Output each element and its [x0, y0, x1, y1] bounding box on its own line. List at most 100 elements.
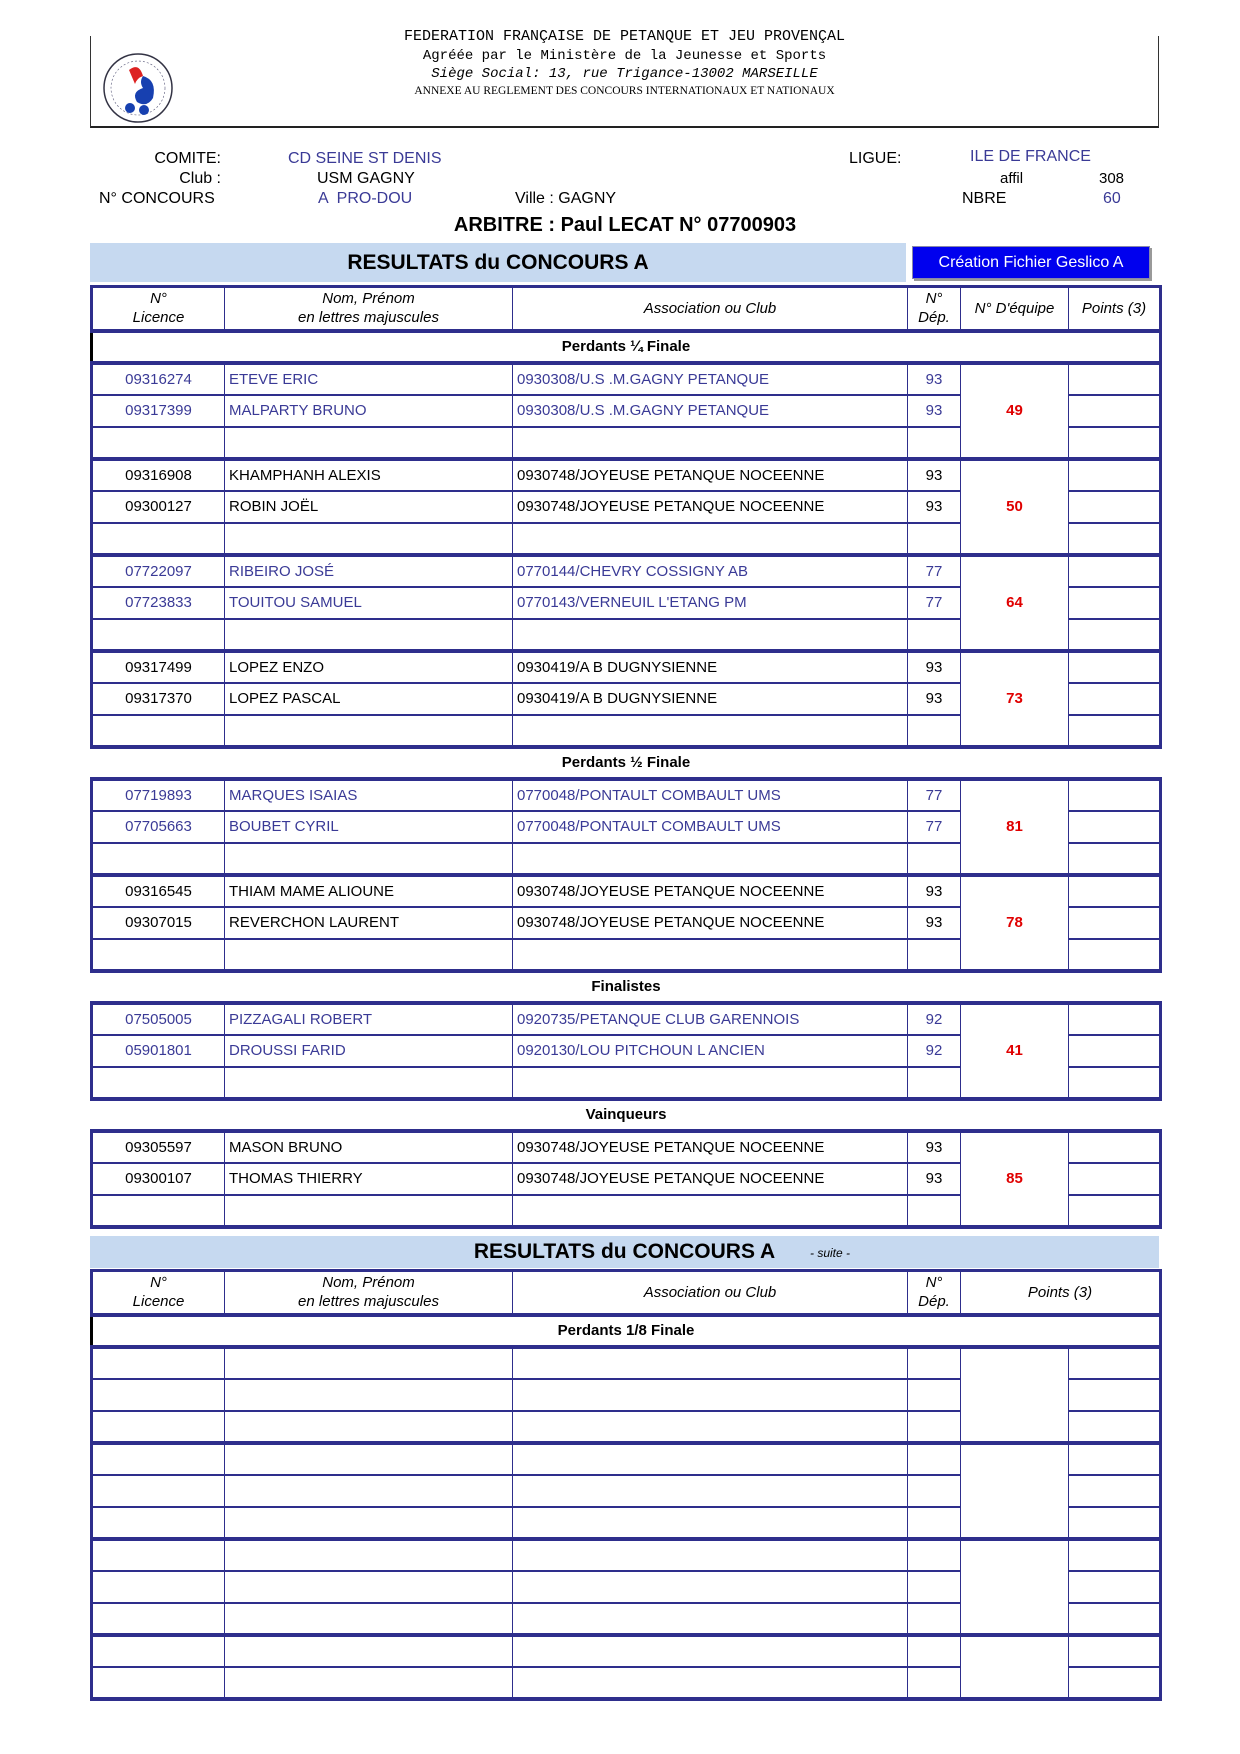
licence-cell[interactable]: 07505005 [90, 1000, 225, 1036]
team-number-cell[interactable] [960, 1440, 1069, 1541]
dept-cell[interactable]: 77 [907, 776, 961, 812]
name-cell[interactable] [224, 841, 513, 877]
dept-cell[interactable]: 93 [907, 456, 961, 492]
team-number-cell[interactable]: 41 [960, 1000, 1069, 1101]
club-cell[interactable] [512, 521, 908, 557]
points-cell[interactable] [1068, 489, 1162, 524]
name-cell[interactable]: THIAM MAME ALIOUNE [224, 872, 513, 908]
points-cell[interactable] [1067, 1569, 1163, 1604]
points-cell[interactable] [1068, 1128, 1162, 1164]
dept-cell[interactable] [907, 1601, 961, 1637]
club-cell[interactable]: 0930748/JOYEUSE PETANQUE NOCEENNE [512, 489, 908, 524]
club-cell[interactable]: 0770143/VERNEUIL L'ETANG PM [512, 585, 908, 620]
club-cell[interactable]: 0770144/CHEVRY COSSIGNY AB [512, 552, 908, 588]
team-number-cell[interactable] [960, 1344, 1069, 1445]
team-number-cell[interactable]: 85 [960, 1128, 1069, 1229]
dept-cell[interactable] [907, 1505, 961, 1541]
licence-cell[interactable]: 07722097 [90, 552, 225, 588]
club-cell[interactable] [512, 1632, 908, 1668]
points-cell[interactable] [1068, 585, 1162, 620]
licence-cell[interactable] [90, 1377, 225, 1412]
name-cell[interactable] [224, 937, 513, 973]
name-cell[interactable]: MASON BRUNO [224, 1128, 513, 1164]
points-cell[interactable] [1067, 1665, 1163, 1701]
points-cell[interactable] [1067, 1505, 1163, 1541]
points-cell[interactable] [1068, 681, 1162, 716]
licence-cell[interactable] [90, 1505, 225, 1541]
club-cell[interactable] [512, 1193, 908, 1229]
dept-cell[interactable] [907, 1065, 961, 1101]
licence-cell[interactable]: 09300127 [90, 489, 225, 524]
club-cell[interactable]: 0930748/JOYEUSE PETANQUE NOCEENNE [512, 905, 908, 940]
club-cell[interactable]: 0930419/A B DUGNYSIENNE [512, 681, 908, 716]
team-number-cell[interactable]: 64 [960, 552, 1069, 653]
licence-cell[interactable] [90, 1344, 225, 1380]
name-cell[interactable] [224, 1065, 513, 1101]
points-cell[interactable] [1068, 872, 1162, 908]
team-number-cell[interactable]: 50 [960, 456, 1069, 557]
points-cell[interactable] [1068, 521, 1162, 557]
club-cell[interactable] [512, 1505, 908, 1541]
points-cell[interactable] [1067, 1440, 1163, 1476]
club-cell[interactable] [512, 425, 908, 461]
dept-cell[interactable] [907, 1377, 961, 1412]
name-cell[interactable] [224, 1377, 513, 1412]
name-cell[interactable]: MALPARTY BRUNO [224, 393, 513, 428]
name-cell[interactable]: LOPEZ ENZO [224, 648, 513, 684]
club-cell[interactable]: 0770048/PONTAULT COMBAULT UMS [512, 809, 908, 844]
licence-cell[interactable]: 09316545 [90, 872, 225, 908]
name-cell[interactable]: KHAMPHANH ALEXIS [224, 456, 513, 492]
dept-cell[interactable]: 93 [907, 1128, 961, 1164]
club-cell[interactable]: 0930748/JOYEUSE PETANQUE NOCEENNE [512, 872, 908, 908]
dept-cell[interactable]: 92 [907, 1033, 961, 1068]
dept-cell[interactable] [907, 1473, 961, 1508]
points-cell[interactable] [1068, 456, 1162, 492]
licence-cell[interactable] [90, 1065, 225, 1101]
licence-cell[interactable]: 05901801 [90, 1033, 225, 1068]
club-cell[interactable] [512, 1344, 908, 1380]
dept-cell[interactable] [907, 713, 961, 749]
points-cell[interactable] [1068, 1161, 1162, 1196]
club-cell[interactable] [512, 617, 908, 653]
dept-cell[interactable]: 93 [907, 360, 961, 396]
name-cell[interactable]: BOUBET CYRIL [224, 809, 513, 844]
licence-cell[interactable]: 09316908 [90, 456, 225, 492]
name-cell[interactable] [224, 713, 513, 749]
name-cell[interactable] [224, 1665, 513, 1701]
licence-cell[interactable] [90, 1536, 225, 1572]
club-cell[interactable] [512, 1377, 908, 1412]
dept-cell[interactable] [907, 1632, 961, 1668]
points-cell[interactable] [1068, 393, 1162, 428]
club-cell[interactable]: 0930308/U.S .M.GAGNY PETANQUE [512, 360, 908, 396]
licence-cell[interactable] [90, 1569, 225, 1604]
club-cell[interactable]: 0920735/PETANQUE CLUB GARENNOIS [512, 1000, 908, 1036]
name-cell[interactable]: LOPEZ PASCAL [224, 681, 513, 716]
dept-cell[interactable]: 93 [907, 489, 961, 524]
licence-cell[interactable]: 07723833 [90, 585, 225, 620]
name-cell[interactable] [224, 1409, 513, 1445]
dept-cell[interactable] [907, 1440, 961, 1476]
licence-cell[interactable] [90, 1473, 225, 1508]
create-geslico-file-button[interactable]: Création Fichier Geslico A [912, 246, 1150, 279]
name-cell[interactable] [224, 1536, 513, 1572]
club-cell[interactable]: 0930748/JOYEUSE PETANQUE NOCEENNE [512, 1161, 908, 1196]
licence-cell[interactable]: 07719893 [90, 776, 225, 812]
points-cell[interactable] [1067, 1377, 1163, 1412]
club-cell[interactable] [512, 1409, 908, 1445]
dept-cell[interactable]: 93 [907, 648, 961, 684]
name-cell[interactable]: RIBEIRO JOSÉ [224, 552, 513, 588]
points-cell[interactable] [1068, 648, 1162, 684]
dept-cell[interactable] [907, 1569, 961, 1604]
points-cell[interactable] [1068, 1065, 1162, 1101]
dept-cell[interactable]: 93 [907, 393, 961, 428]
club-cell[interactable]: 0920130/LOU PITCHOUN L ANCIEN [512, 1033, 908, 1068]
dept-cell[interactable] [907, 521, 961, 557]
licence-cell[interactable]: 09317399 [90, 393, 225, 428]
club-cell[interactable] [512, 713, 908, 749]
points-cell[interactable] [1068, 905, 1162, 940]
club-cell[interactable] [512, 1065, 908, 1101]
dept-cell[interactable] [907, 1409, 961, 1445]
dept-cell[interactable] [907, 1344, 961, 1380]
name-cell[interactable] [224, 1344, 513, 1380]
dept-cell[interactable]: 93 [907, 681, 961, 716]
